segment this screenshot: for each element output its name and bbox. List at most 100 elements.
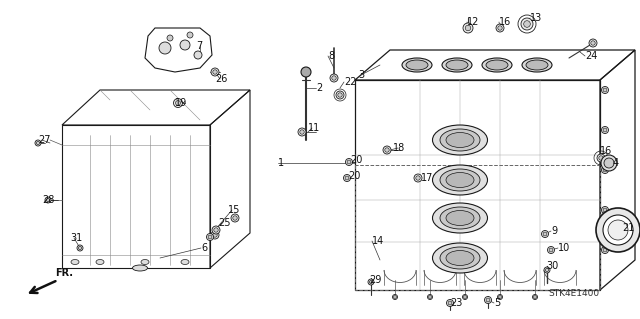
- Ellipse shape: [482, 58, 512, 72]
- Circle shape: [173, 99, 182, 108]
- Circle shape: [602, 167, 609, 174]
- Circle shape: [214, 228, 218, 232]
- Circle shape: [524, 21, 531, 27]
- Circle shape: [414, 174, 422, 182]
- Text: 13: 13: [530, 13, 542, 23]
- Circle shape: [534, 296, 536, 298]
- Ellipse shape: [446, 173, 474, 188]
- Ellipse shape: [440, 247, 480, 269]
- Ellipse shape: [433, 243, 488, 273]
- Text: 3: 3: [358, 70, 364, 80]
- Text: 17: 17: [421, 173, 433, 183]
- Ellipse shape: [446, 60, 468, 70]
- Ellipse shape: [446, 250, 474, 265]
- Text: 8: 8: [328, 51, 334, 61]
- Ellipse shape: [406, 60, 428, 70]
- Text: 16: 16: [499, 17, 511, 27]
- Circle shape: [545, 268, 548, 272]
- Circle shape: [521, 18, 533, 30]
- Circle shape: [338, 93, 342, 97]
- Text: 5: 5: [494, 298, 500, 308]
- Circle shape: [599, 156, 604, 160]
- Text: 26: 26: [215, 74, 227, 84]
- Text: 10: 10: [558, 243, 570, 253]
- Text: 2: 2: [316, 83, 323, 93]
- Ellipse shape: [402, 58, 432, 72]
- Circle shape: [608, 220, 628, 240]
- Text: 6: 6: [201, 243, 207, 253]
- Text: 25: 25: [218, 218, 230, 228]
- Circle shape: [394, 296, 396, 298]
- Circle shape: [231, 214, 239, 222]
- Circle shape: [543, 232, 547, 236]
- Circle shape: [429, 296, 431, 298]
- Circle shape: [463, 296, 467, 298]
- Circle shape: [544, 267, 550, 273]
- Circle shape: [383, 146, 391, 154]
- Circle shape: [233, 216, 237, 220]
- Circle shape: [603, 215, 633, 245]
- Text: 4: 4: [613, 158, 619, 168]
- Circle shape: [603, 208, 607, 212]
- Circle shape: [392, 294, 397, 300]
- Circle shape: [78, 246, 82, 250]
- Circle shape: [36, 141, 40, 145]
- Ellipse shape: [522, 58, 552, 72]
- Circle shape: [498, 26, 502, 30]
- Ellipse shape: [96, 259, 104, 264]
- Text: 20: 20: [348, 171, 360, 181]
- Circle shape: [46, 198, 50, 202]
- Circle shape: [180, 40, 190, 50]
- Text: 19: 19: [175, 98, 188, 108]
- Text: 18: 18: [393, 143, 405, 153]
- Circle shape: [486, 298, 490, 302]
- Circle shape: [604, 158, 614, 168]
- Text: 27: 27: [38, 135, 51, 145]
- Circle shape: [77, 245, 83, 251]
- Text: 21: 21: [622, 223, 634, 233]
- Ellipse shape: [446, 132, 474, 147]
- Circle shape: [589, 39, 597, 47]
- Circle shape: [602, 247, 609, 254]
- Circle shape: [603, 88, 607, 92]
- Circle shape: [212, 70, 217, 74]
- Circle shape: [346, 159, 353, 166]
- Ellipse shape: [433, 125, 488, 155]
- Text: 20: 20: [350, 155, 362, 165]
- Circle shape: [532, 294, 538, 300]
- Circle shape: [301, 67, 311, 77]
- Text: 23: 23: [450, 298, 462, 308]
- Circle shape: [463, 294, 467, 300]
- Ellipse shape: [132, 265, 147, 271]
- Text: 29: 29: [369, 275, 381, 285]
- Circle shape: [347, 160, 351, 164]
- Circle shape: [369, 280, 372, 284]
- Circle shape: [159, 42, 171, 54]
- Circle shape: [187, 32, 193, 38]
- Circle shape: [300, 130, 304, 134]
- Ellipse shape: [181, 259, 189, 264]
- Circle shape: [602, 86, 609, 93]
- Text: 24: 24: [585, 51, 597, 61]
- Circle shape: [463, 23, 473, 33]
- Circle shape: [212, 233, 217, 237]
- Text: 30: 30: [546, 261, 558, 271]
- Circle shape: [448, 301, 452, 305]
- Ellipse shape: [446, 211, 474, 226]
- Ellipse shape: [440, 169, 480, 191]
- Circle shape: [175, 100, 180, 106]
- Text: 28: 28: [42, 195, 54, 205]
- Circle shape: [167, 35, 173, 41]
- Circle shape: [332, 76, 336, 80]
- Text: 9: 9: [551, 226, 557, 236]
- Circle shape: [497, 294, 502, 300]
- Circle shape: [368, 279, 374, 285]
- Circle shape: [385, 148, 389, 152]
- Circle shape: [207, 234, 214, 241]
- Circle shape: [541, 231, 548, 238]
- Circle shape: [45, 197, 51, 203]
- Circle shape: [336, 91, 344, 99]
- Circle shape: [428, 294, 433, 300]
- Circle shape: [499, 296, 501, 298]
- Ellipse shape: [433, 165, 488, 195]
